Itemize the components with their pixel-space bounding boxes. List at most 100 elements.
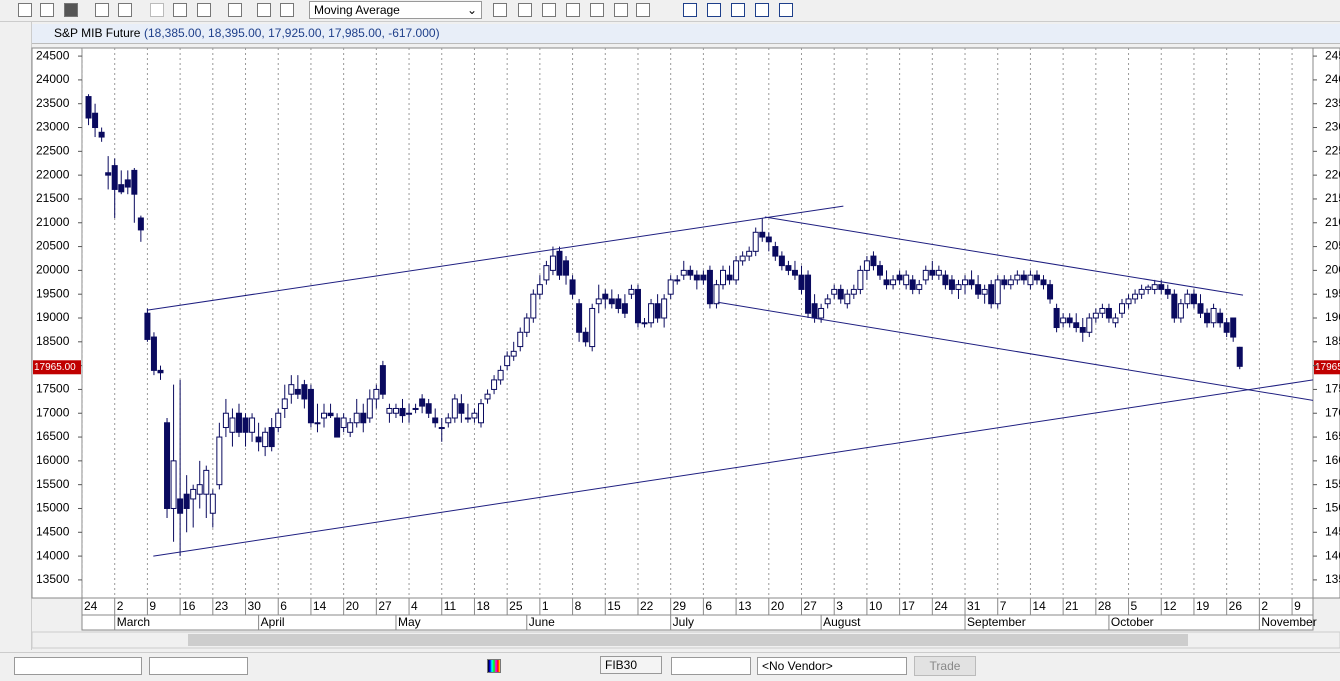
x-tick-label: 12: [1163, 599, 1177, 613]
candle-body: [615, 298, 622, 309]
candle-body: [111, 165, 118, 190]
layout-button[interactable]: [755, 3, 769, 17]
trend-line: [147, 205, 844, 311]
candle-body: [249, 417, 256, 433]
candle-body: [726, 274, 733, 281]
candle-body: [477, 403, 484, 424]
crosshair-button[interactable]: [257, 3, 271, 17]
dollar-button[interactable]: [590, 3, 604, 17]
y-tick-label: 24500: [36, 48, 70, 62]
y-tick-label: 24500: [1325, 48, 1340, 62]
candle-body: [307, 388, 314, 424]
candle-body: [340, 417, 347, 429]
price-marker-label: 17965.00: [1315, 362, 1340, 373]
candle-body: [785, 265, 792, 271]
candle-body: [1073, 322, 1080, 329]
candle-body: [464, 417, 471, 420]
open-button[interactable]: [40, 3, 54, 17]
candle-body: [419, 398, 426, 407]
zoom-button[interactable]: [280, 3, 294, 17]
x-tick-label: 6: [280, 599, 287, 613]
price-marker: [33, 360, 81, 375]
trade-button[interactable]: Trade: [914, 656, 976, 676]
print-button[interactable]: [95, 3, 109, 17]
candle-body: [831, 288, 838, 295]
paste-button[interactable]: [197, 3, 211, 17]
x-tick-label: 24: [934, 599, 948, 613]
candle-body: [360, 412, 367, 424]
y-tick-label: 20500: [36, 239, 70, 253]
candle-body: [1230, 317, 1237, 338]
layout-button[interactable]: [779, 3, 793, 17]
tool-button[interactable]: [493, 3, 507, 17]
y-tick-label: 17000: [1325, 405, 1340, 419]
candle-body: [890, 279, 897, 286]
month-label: March: [117, 615, 150, 629]
indicator-text: Moving Average: [314, 3, 400, 17]
symbol-box[interactable]: FIB30: [600, 656, 662, 674]
tool-button[interactable]: [518, 3, 532, 17]
tool-button[interactable]: [566, 3, 580, 17]
candle-body: [497, 369, 504, 381]
line-width-select[interactable]: [149, 657, 248, 675]
preview-button[interactable]: [118, 3, 132, 17]
candle-body: [137, 217, 144, 231]
candle-body: [1066, 317, 1073, 324]
candle-body: [150, 336, 157, 371]
trade-text: Trade: [929, 659, 961, 673]
y-tick-label: 14500: [36, 524, 70, 538]
candle-body: [491, 379, 498, 390]
candle-body: [1014, 274, 1021, 281]
candle-body: [1204, 312, 1211, 324]
candle-body: [229, 417, 236, 433]
candle-body: [602, 293, 609, 300]
line-style-select[interactable]: [14, 657, 142, 675]
formula-button[interactable]: [542, 3, 556, 17]
candle-body: [1047, 284, 1054, 300]
candle-body: [432, 417, 439, 424]
candle-body: [288, 384, 295, 395]
month-label: November: [1261, 615, 1316, 629]
candle-body: [680, 269, 687, 276]
candle-body: [1151, 284, 1158, 290]
help-button[interactable]: [636, 3, 650, 17]
candle-body: [1007, 279, 1014, 286]
exchange-select[interactable]: [671, 657, 751, 675]
candle-body: [157, 369, 164, 374]
candle-body: [549, 255, 556, 271]
scroll-thumb[interactable]: [188, 634, 1188, 646]
layout-button[interactable]: [683, 3, 697, 17]
candle-body: [876, 265, 883, 276]
candle-body: [1125, 298, 1132, 305]
candle-body: [1138, 288, 1145, 295]
candle-body: [203, 469, 210, 495]
layout-button[interactable]: [731, 3, 745, 17]
candle-body: [530, 293, 537, 319]
candle-body: [981, 288, 988, 295]
y-tick-label: 22000: [36, 167, 70, 181]
candle-body: [321, 412, 328, 419]
y-tick-label: 16000: [1325, 453, 1340, 467]
candle-body: [235, 412, 242, 433]
dropdown-arrow: ⌄: [466, 3, 477, 17]
indicator-select[interactable]: Moving Average ⌄: [309, 1, 482, 19]
find-button[interactable]: [614, 3, 628, 17]
candle-body: [353, 412, 360, 424]
new-button[interactable]: [18, 3, 32, 17]
candle-body: [693, 274, 700, 281]
color-palette[interactable]: [487, 659, 501, 673]
candle-body: [209, 493, 216, 514]
undo-button[interactable]: [228, 3, 242, 17]
save-button[interactable]: [64, 3, 78, 17]
candle-body: [569, 279, 576, 295]
layout-button[interactable]: [707, 3, 721, 17]
candle-body: [399, 407, 406, 417]
price-marker: [1314, 360, 1340, 375]
candle-body: [634, 288, 641, 324]
candle-body: [922, 269, 929, 281]
copy-button[interactable]: [173, 3, 187, 17]
cut-button[interactable]: [150, 3, 164, 17]
candle-body: [1145, 286, 1152, 290]
vendor-select[interactable]: <No Vendor>: [757, 657, 907, 675]
candle-body: [837, 288, 844, 300]
